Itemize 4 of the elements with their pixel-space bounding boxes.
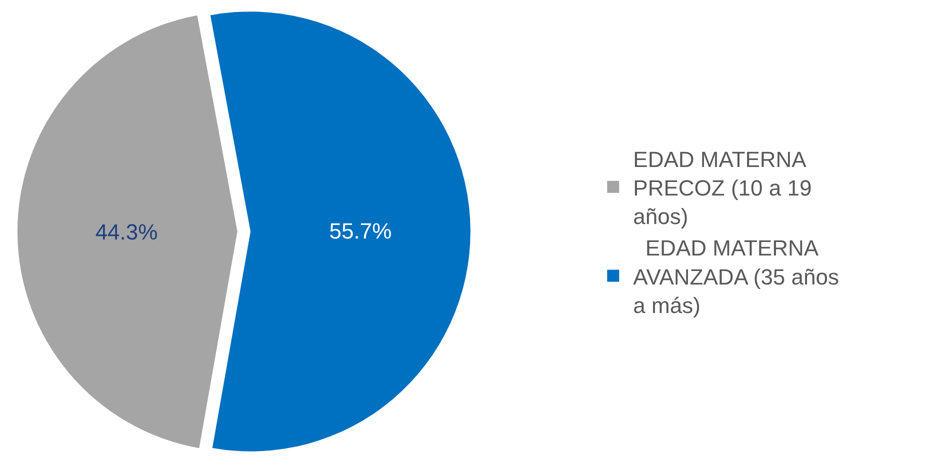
legend-label: EDAD MATERNA PRECOZ (10 a 19 años) (633, 146, 812, 230)
slice-label: EDAD MATERNA AVANZADA (35 años a más) (633, 236, 840, 318)
data-label: 55.7% (329, 218, 392, 244)
data-label: 44.3% (95, 220, 158, 245)
